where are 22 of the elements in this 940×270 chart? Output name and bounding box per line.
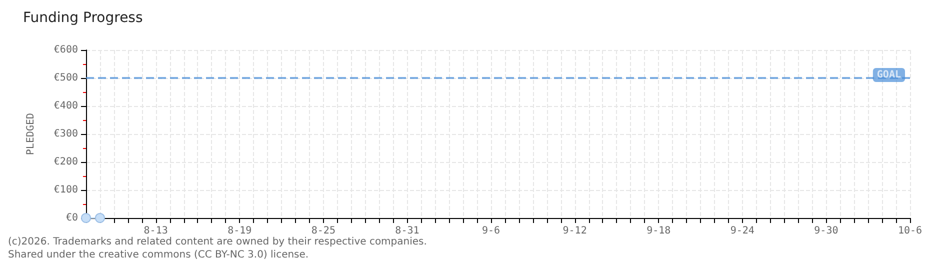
y-tick-label: €400 <box>54 100 78 112</box>
y-tick-label: €300 <box>54 128 78 140</box>
x-tick-label: 8-13 <box>144 226 168 236</box>
x-tick-label: 9-30 <box>814 226 838 236</box>
text: (c)2026. Trademarks and related content are owned by their respective companies. <box>8 236 427 248</box>
x-tick-label: 8-31 <box>395 226 420 236</box>
x-tick-label: 10-6 <box>898 226 922 236</box>
x-tick-label: 9-18 <box>646 226 671 236</box>
x-tick-label: 8-19 <box>228 226 252 236</box>
x-tick-label: 9-24 <box>730 226 754 236</box>
y-tick-label: €0 <box>66 212 78 224</box>
x-tick-label: 9-12 <box>562 226 587 236</box>
x-tick-label: 9-6 <box>482 226 500 236</box>
chart-title: Funding Progress <box>23 10 143 26</box>
y-tick-label: €100 <box>54 184 78 196</box>
y-tick-label: €200 <box>54 156 78 168</box>
y-tick-label: €600 <box>54 44 78 56</box>
y-axis-title: PLEDGED <box>26 112 36 156</box>
ref-line-label: GOAL <box>876 70 901 80</box>
y-tick-label: €500 <box>54 72 78 84</box>
x-tick-label: 8-25 <box>311 226 336 236</box>
text: Shared under the creative commons (CC BY-NC 3.0) license. <box>8 250 309 260</box>
